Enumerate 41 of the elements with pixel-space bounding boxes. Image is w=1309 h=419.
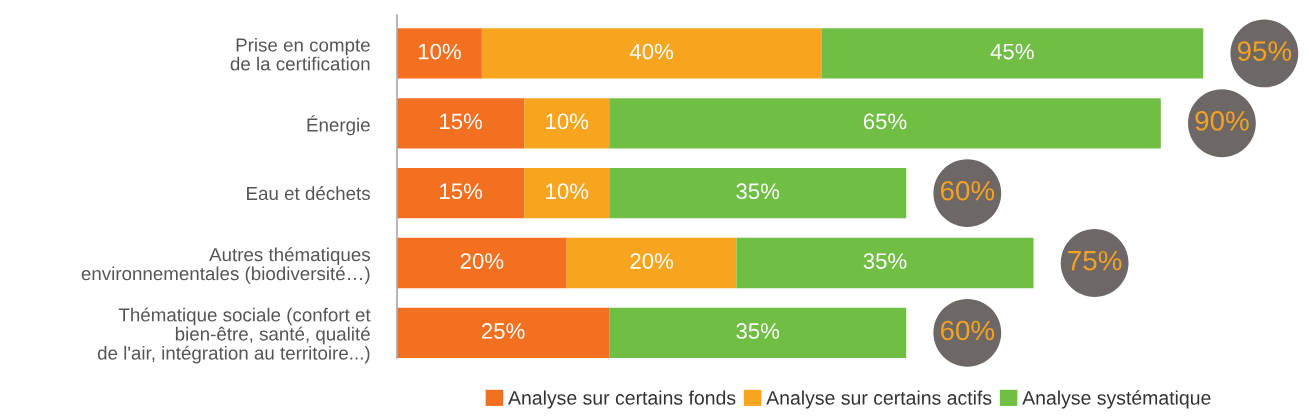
bar: [524, 167, 610, 219]
y-tick-label: Autres thématiques environnementales (biodiversité…): [81, 247, 370, 284]
data-label: 15%: [440, 183, 483, 200]
bar: [609, 167, 907, 219]
data-label: 65%: [863, 113, 907, 130]
data-label: 35%: [736, 323, 780, 339]
bar: [397, 237, 567, 289]
bar: [397, 28, 482, 79]
y-tick-label: Thématique sociale (confort et bien-être, santé, qualité de l'air, intégration au territoire...): [97, 307, 371, 364]
total-label: 60%: [940, 320, 995, 341]
legend-label: Analyse sur certains fonds: [508, 390, 736, 409]
bar: [397, 307, 610, 358]
bar: [566, 237, 737, 289]
bar: [609, 307, 907, 358]
data-label: 10%: [546, 113, 589, 130]
data-label: 35%: [736, 183, 780, 200]
bar: [397, 98, 525, 149]
data-label: 25%: [481, 323, 525, 339]
total-label: 95%: [1237, 41, 1292, 61]
bar: [397, 167, 525, 219]
bar: [736, 237, 1034, 289]
data-label: 10%: [546, 183, 589, 200]
total-label: 60%: [940, 180, 995, 201]
legend-label: Analyse sur certains actifs: [766, 390, 992, 409]
data-label: 10%: [418, 43, 461, 60]
legend-label: Analyse systématique: [1022, 390, 1211, 409]
y-tick-label: Eau et déchets: [247, 186, 370, 201]
bar: [821, 28, 1204, 79]
bar: [481, 28, 822, 79]
data-label: 15%: [440, 113, 483, 130]
data-label: 40%: [629, 43, 674, 60]
data-label: 45%: [990, 43, 1034, 60]
data-label: 20%: [630, 253, 674, 269]
total-label: 90%: [1195, 111, 1249, 131]
y-tick-label: Prise en compte de la certification: [230, 37, 370, 71]
bar: [524, 98, 610, 149]
y-tick-label: Énergie: [307, 115, 370, 136]
data-label: 35%: [863, 253, 907, 269]
total-label: 75%: [1068, 250, 1122, 271]
bar: [609, 98, 1161, 149]
data-label: 20%: [460, 253, 504, 269]
